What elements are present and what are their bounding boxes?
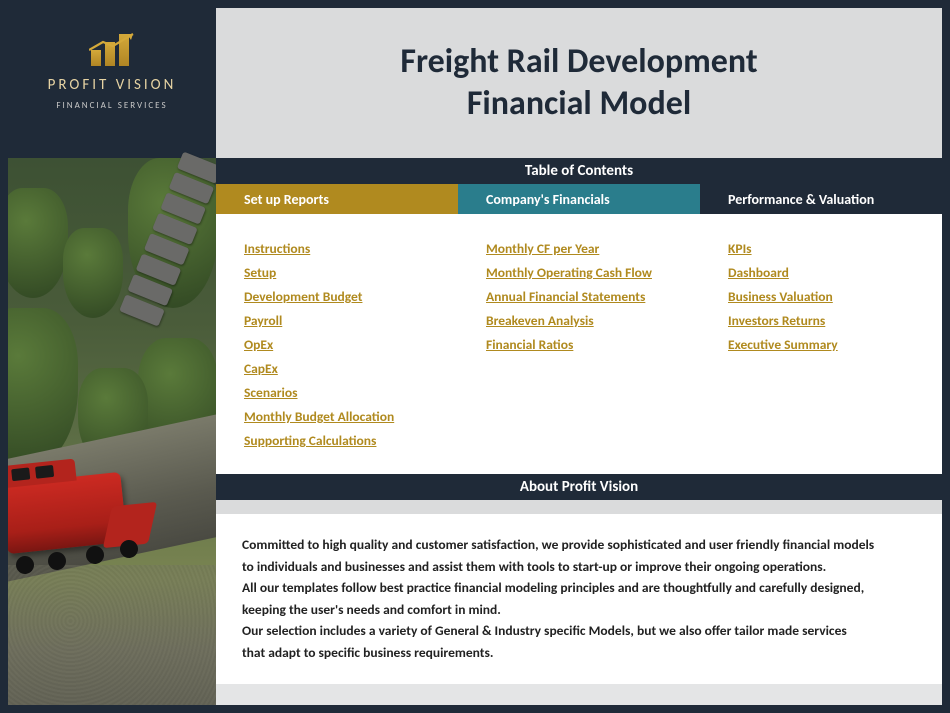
decorative-tree — [8, 188, 68, 298]
about-spacer — [216, 500, 942, 514]
toc-heading: Table of Contents — [216, 158, 942, 184]
sidebar-image-panel: PROFIT VISION FINANCIAL SERVICES — [8, 8, 216, 705]
toc-link[interactable]: Business Valuation — [728, 288, 942, 305]
about-line: All our templates follow best practice f… — [242, 577, 916, 599]
title-line-1: Freight Rail Development — [400, 41, 757, 82]
decorative-tree — [63, 228, 123, 318]
tab-performance-valuation[interactable]: Performance & Valuation — [700, 184, 942, 214]
about-line: to individuals and businesses and assist… — [242, 556, 916, 578]
toc-link[interactable]: Breakeven Analysis — [486, 312, 700, 329]
toc-link[interactable]: Scenarios — [244, 384, 458, 401]
arrow-up-icon — [89, 32, 139, 52]
decorative-tree — [8, 308, 78, 468]
tab-label: Company's Financials — [486, 191, 610, 208]
toc-link[interactable]: Annual Financial Statements — [486, 288, 700, 305]
toc-lists: Instructions Setup Development Budget Pa… — [216, 214, 942, 474]
toc-link[interactable]: Development Budget — [244, 288, 458, 305]
toc-link[interactable]: KPIs — [728, 240, 942, 257]
main-content: Freight Rail Development Financial Model… — [216, 8, 942, 705]
toc-link[interactable]: Investors Returns — [728, 312, 942, 329]
decorative-gravel — [8, 565, 216, 705]
about-body: Committed to high quality and customer s… — [216, 514, 942, 684]
about-line: Committed to high quality and customer s… — [242, 534, 916, 556]
toc-tabs: Set up Reports Company's Financials Perf… — [216, 184, 942, 214]
toc-link[interactable]: OpEx — [244, 336, 458, 353]
toc-link[interactable]: Supporting Calculations — [244, 432, 458, 449]
about-line: that adapt to specific business requirem… — [242, 642, 916, 664]
page-title: Freight Rail Development Financial Model — [400, 41, 757, 126]
toc-link[interactable]: Monthly CF per Year — [486, 240, 700, 257]
about-heading: About Profit Vision — [216, 474, 942, 500]
toc-col-financials: Monthly CF per Year Monthly Operating Ca… — [458, 240, 700, 456]
toc-link[interactable]: Setup — [244, 264, 458, 281]
brand-logo-box: PROFIT VISION FINANCIAL SERVICES — [8, 8, 216, 158]
toc-link[interactable]: Financial Ratios — [486, 336, 700, 353]
about-line: Our selection includes a variety of Gene… — [242, 620, 916, 642]
toc-col-performance: KPIs Dashboard Business Valuation Invest… — [700, 240, 942, 456]
page-frame: PROFIT VISION FINANCIAL SERVICES — [8, 8, 942, 705]
brand-name: PROFIT VISION — [8, 76, 216, 94]
about-line: keeping the user's needs and comfort in … — [242, 599, 916, 621]
toc-link[interactable]: Instructions — [244, 240, 458, 257]
tab-label: Performance & Valuation — [728, 191, 874, 208]
brand-subtitle: FINANCIAL SERVICES — [8, 100, 216, 111]
tab-label: Set up Reports — [244, 191, 329, 208]
tab-setup-reports[interactable]: Set up Reports — [216, 184, 458, 214]
toc-link[interactable]: Monthly Operating Cash Flow — [486, 264, 700, 281]
toc-link[interactable]: Payroll — [244, 312, 458, 329]
toc-link[interactable]: Executive Summary — [728, 336, 942, 353]
toc-link[interactable]: Dashboard — [728, 264, 942, 281]
tab-company-financials[interactable]: Company's Financials — [458, 184, 700, 214]
toc-link[interactable]: Monthly Budget Allocation — [244, 408, 458, 425]
toc-col-setup: Instructions Setup Development Budget Pa… — [216, 240, 458, 456]
toc-link[interactable]: CapEx — [244, 360, 458, 377]
brand-logo-icon — [91, 30, 133, 66]
title-line-2: Financial Model — [467, 83, 691, 124]
title-block: Freight Rail Development Financial Model — [216, 8, 942, 158]
